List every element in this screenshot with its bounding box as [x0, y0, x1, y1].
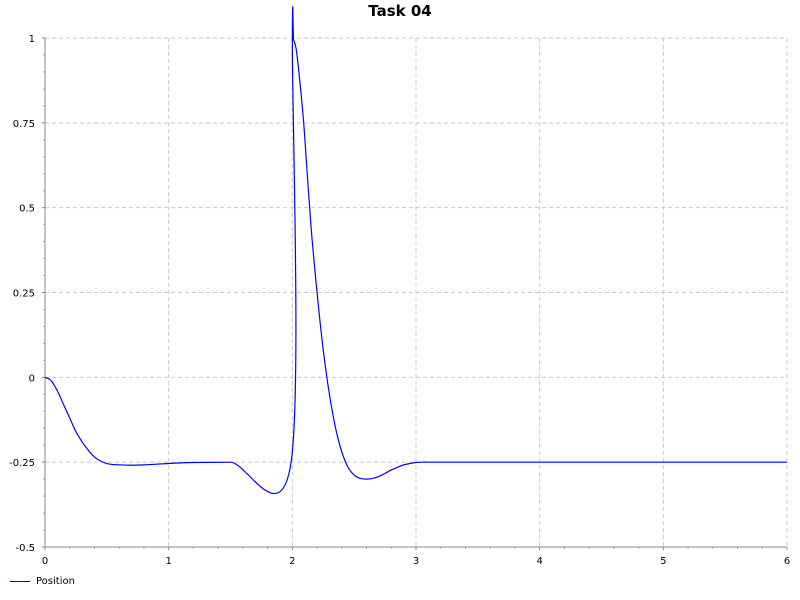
y-tick-label: 0.25 [13, 289, 35, 300]
y-tick-label: 0.75 [13, 119, 35, 130]
y-tick-label: 0 [29, 373, 35, 384]
x-tick-label: 3 [413, 556, 419, 567]
y-tick-label: 1 [29, 34, 35, 45]
x-tick-label: 5 [660, 556, 666, 567]
x-tick-label: 2 [289, 556, 295, 567]
x-tick-label: 6 [784, 556, 790, 567]
x-tick-label: 0 [42, 556, 48, 567]
grid-lines [45, 37, 788, 547]
x-tick-label: 4 [536, 556, 542, 567]
series-line-position [44, 6, 787, 495]
y-tick-label: -0.25 [9, 458, 35, 469]
tick-labels: 0 1 2 3 4 5 6 -0.5 -0.25 0 0.25 0.5 0.75 1 [9, 34, 790, 567]
axes [42, 37, 788, 550]
y-tick-label: -0.5 [15, 543, 35, 554]
legend: Position [10, 576, 75, 587]
y-tick-label: 0.5 [19, 204, 35, 215]
chart-title: Task 04 [368, 2, 432, 20]
series-group [44, 6, 787, 495]
legend-swatch [10, 581, 30, 582]
legend-label: Position [36, 576, 75, 587]
x-tick-label: 1 [165, 556, 171, 567]
